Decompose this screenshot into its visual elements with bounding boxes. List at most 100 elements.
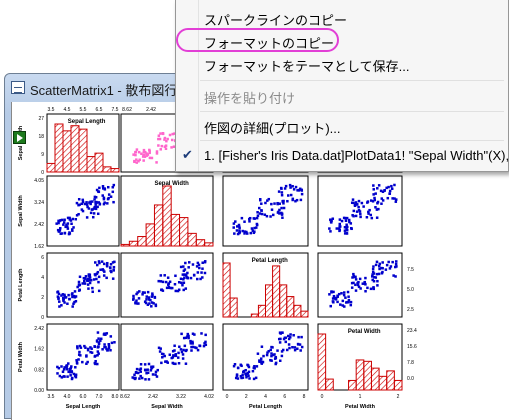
data-point [171,356,175,359]
histogram-bar [265,284,274,318]
data-point [105,332,109,335]
data-point [174,274,177,278]
data-point [64,296,68,299]
data-point [139,363,143,366]
data-point [165,286,169,290]
data-point [63,218,66,222]
matrix-cell [46,323,120,391]
data-point [106,197,110,201]
data-point [101,185,105,188]
data-point [74,299,78,303]
graph-window-icon[interactable] [11,81,25,94]
data-point [204,340,207,344]
data-point [354,278,358,281]
x-tick-label: 4.02 [204,394,214,400]
data-point [390,184,393,188]
data-point [357,285,361,289]
data-point [97,190,100,193]
data-point [80,202,83,206]
right-tick-label: 2.5 [407,307,414,313]
data-point [164,280,168,284]
data-point [281,348,285,352]
data-point [354,283,357,287]
data-point [346,225,349,229]
data-point [293,346,297,349]
data-point [184,336,188,340]
data-point [60,294,63,297]
data-point [170,138,174,142]
data-point [260,202,263,205]
data-point [183,273,186,276]
data-point [378,264,381,268]
data-point [238,229,241,232]
data-point [106,261,109,265]
data-point [293,348,297,352]
data-point [63,301,66,304]
data-point [155,161,158,164]
menu-item-copy-format[interactable]: フォーマットのコピー [204,36,335,51]
data-point [65,365,68,369]
data-point [253,365,256,368]
data-point [92,207,96,210]
data-point [63,232,67,235]
data-point [280,193,284,197]
data-point [70,365,73,368]
menu-item-plot-details[interactable]: 作図の詳細(プロット)... [204,121,341,136]
data-point [285,348,289,352]
data-point [78,344,82,348]
data-point [193,333,196,336]
data-point [75,359,78,362]
data-point [147,378,151,381]
data-point [62,368,66,371]
histogram-bar [300,310,309,318]
data-point [272,353,275,357]
data-point [68,216,71,220]
data-point [348,220,351,224]
data-point [350,201,354,204]
menu-item-paste-operation[interactable]: 操作を貼り付け [204,91,296,106]
menu-item-plot-1[interactable]: 1. [Fisher's Iris Data.dat]PlotData1! "S… [204,148,509,163]
data-point [102,262,106,266]
data-point [267,197,271,201]
data-point [369,213,373,217]
data-point [172,354,175,358]
data-point [380,197,384,200]
data-point [63,293,66,297]
data-point [145,152,148,155]
data-point [111,261,115,264]
data-point [84,275,88,278]
data-point [233,232,236,235]
data-point [196,348,200,352]
data-point [94,203,97,206]
data-point [142,153,146,157]
histogram-bar [325,378,334,391]
data-point [143,291,146,294]
data-point [81,200,85,204]
data-point [182,278,185,281]
data-point [89,278,93,282]
data-point [137,159,140,163]
data-point [97,337,100,340]
data-point [181,357,185,360]
data-point [204,343,208,347]
data-point [372,265,375,268]
data-point [131,376,134,379]
y-tick-label: 18 [38,134,44,140]
data-point [72,294,76,298]
data-point [245,232,249,235]
scatter-matrix-chart[interactable]: Sepal Length Sepal Width Petal Length Petal… [12,102,509,420]
data-point [367,210,370,214]
data-point [160,361,163,365]
data-point [255,223,259,227]
menu-item-save-format-as-theme[interactable]: フォーマットをテーマとして保存... [204,59,410,74]
data-point [241,229,244,233]
layer-indicator-icon[interactable] [13,131,26,144]
data-point [255,226,258,229]
histogram-bar [94,152,104,173]
data-point [86,360,89,364]
data-point [359,212,362,216]
data-point [141,293,144,296]
menu-item-copy-sparkline[interactable]: スパークラインのコピー [204,13,348,28]
right-tick-label: 0.0 [407,376,414,382]
y-tick-label: 2.42 [34,326,44,332]
